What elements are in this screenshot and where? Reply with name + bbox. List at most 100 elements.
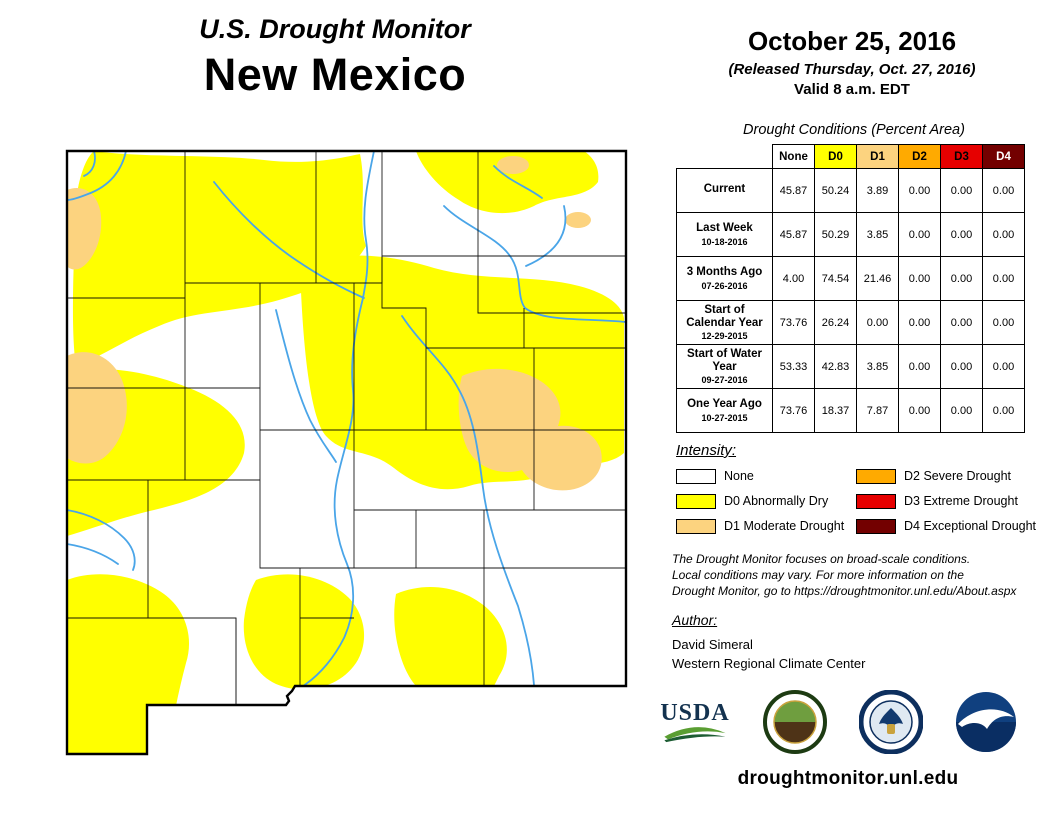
table-cell: 0.00 [898,168,941,213]
d0-abnormally-dry-areas [67,151,624,754]
row-header: Start of Calendar Year 12-29-2015 [676,300,773,345]
ndmc-seal-icon [763,690,828,754]
table-row-current: Current 45.87 50.24 3.89 0.00 0.00 0.00 [676,168,1025,213]
table-header-row: None D0 D1 D2 D3 D4 [677,144,1025,169]
usda-swoosh-icon [664,727,726,743]
river-rio-chama [213,181,365,299]
author-block: Author: David Simeral Western Regional C… [672,612,865,671]
row-label: Last Week [696,222,753,235]
river-pecos [401,315,535,686]
table-corner-cell [677,145,773,169]
legend-label: None [724,469,754,483]
disclaimer-text: The Drought Monitor focuses on broad-sca… [672,551,1016,599]
table-cell: 18.37 [814,388,857,433]
row-date: 10-18-2016 [701,236,748,247]
row-date: 10-27-2015 [701,412,748,423]
row-header: One Year Ago 10-27-2015 [676,388,773,433]
usda-logo: USDA [658,689,732,755]
row-label: Current [703,183,746,196]
table-row-last-week: Last Week 10-18-2016 45.87 50.29 3.85 0.… [676,212,1025,257]
map-date: October 25, 2016 [747,26,957,56]
county-line [259,480,354,569]
table-cell: 0.00 [982,212,1025,257]
table-cell: 3.85 [856,344,899,389]
d1-swatch [676,518,716,534]
legend-label: D0 Abnormally Dry [724,494,829,508]
table-cell: 0.00 [898,344,941,389]
d0-swatch [676,493,716,509]
table-cell: 21.46 [856,256,899,301]
rivers [67,151,626,703]
table-cell: 42.83 [814,344,857,389]
state-name: New Mexico [203,49,467,100]
table-cell: 3.85 [856,212,899,257]
table-cell: 0.00 [898,212,941,257]
date-block: October 25, 2016 (Released Thursday, Oct… [664,26,1040,98]
river-rio-puerco [275,309,337,463]
legend-column-right: D2 Severe Drought D3 Extreme Drought D4 … [856,468,1040,543]
col-header-none: None [772,144,815,169]
row-header: Current [676,168,773,213]
river-stream-nw [83,151,96,177]
table-cell: 0.00 [940,168,983,213]
legend-title: Intensity: [676,442,737,459]
col-header-d2: D2 [898,144,941,169]
table-cell: 0.00 [940,388,983,433]
table-cell: 0.00 [940,256,983,301]
col-header-d3: D3 [940,144,983,169]
website-url: droughtmonitor.unl.edu [737,768,959,789]
row-header: 3 Months Ago 07-26-2016 [676,256,773,301]
author-organization: Western Regional Climate Center [672,656,866,671]
table-cell: 3.89 [856,168,899,213]
table-cell: 74.54 [814,256,857,301]
river-canadian-tributary [525,205,567,267]
col-header-d4: D4 [982,144,1025,169]
new-mexico-map-svg [65,149,628,756]
row-date: 07-26-2016 [701,280,748,291]
d0-area [394,587,507,686]
table-cell: 73.76 [772,300,815,345]
d1-area [67,352,127,464]
row-label: One Year Ago [687,398,762,411]
table-cell: 0.00 [982,388,1025,433]
table-cell: 53.33 [772,344,815,389]
legend-label: D4 Exceptional Drought [904,519,1037,533]
legend-label: D1 Moderate Drought [724,519,845,533]
commerce-seal-icon [858,690,923,754]
table-cell: 7.87 [856,388,899,433]
drought-conditions-table: None D0 D1 D2 D3 D4 Current 45.87 50.24 … [676,144,1025,433]
row-label: Start of Calendar Year [686,303,763,329]
table-row-3-months-ago: 3 Months Ago 07-26-2016 4.00 74.54 21.46… [676,256,1025,301]
county-boundaries [67,151,626,705]
row-header: Last Week 10-18-2016 [676,212,773,257]
state-outline [65,149,628,756]
legend-item-d1: D1 Moderate Drought [676,518,856,534]
author-title: Author: [672,612,718,628]
valid-time: Valid 8 a.m. EDT [794,81,910,98]
usda-logo-text: USDA [660,700,730,726]
legend-item-d2: D2 Severe Drought [856,468,1040,484]
row-label: 3 Months Ago [686,266,763,279]
table-cell: 0.00 [898,256,941,301]
table-row-start-calendar-year: Start of Calendar Year 12-29-2015 73.76 … [676,300,1025,345]
table-cell: 0.00 [940,212,983,257]
d3-swatch [856,493,896,509]
d0-area [67,574,190,754]
table-cell: 0.00 [982,168,1025,213]
legend-label: D2 Severe Drought [904,469,1012,483]
row-label: Start of Water Year [687,347,762,373]
noaa-seal-icon [955,692,1016,752]
author-name: David Simeral [672,637,753,652]
legend-item-d0: D0 Abnormally Dry [676,493,856,509]
table-cell: 0.00 [898,388,941,433]
title-block: U.S. Drought Monitor New Mexico [100,14,570,101]
d1-area [565,212,591,228]
col-header-d1: D1 [856,144,899,169]
table-cell: 0.00 [982,300,1025,345]
legend-label: D3 Extreme Drought [904,494,1018,508]
commerce-seal-logo [858,689,923,755]
table-cell: 50.29 [814,212,857,257]
table-cell: 50.24 [814,168,857,213]
table-cell: 0.00 [898,300,941,345]
